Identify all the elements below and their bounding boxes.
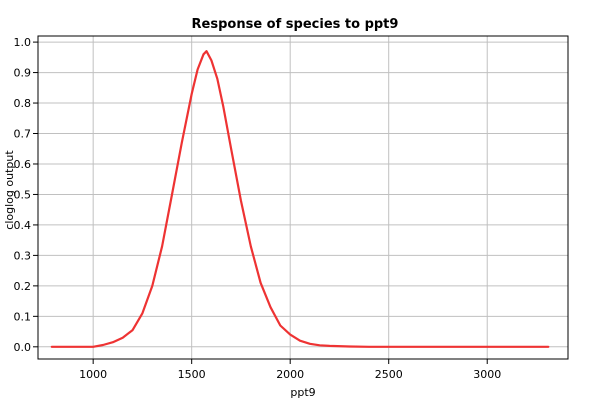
y-tick-label: 0.0 xyxy=(14,341,32,354)
x-tick-label: 1500 xyxy=(178,368,206,381)
x-tick-label: 2500 xyxy=(375,368,403,381)
plot-frame xyxy=(37,35,569,360)
chart-title: Response of species to ppt9 xyxy=(192,17,399,32)
y-tick-label: 0.8 xyxy=(14,97,32,110)
y-axis-ticks: 0.0 0.1 0.2 0.3 0.4 0.5 0.6 0.7 0.8 0.9 1.0 xyxy=(14,36,38,354)
y-tick-label: 0.1 xyxy=(14,310,32,323)
y-tick-label: 0.9 xyxy=(14,67,32,80)
series-layer xyxy=(50,50,550,348)
y-tick-label: 0.7 xyxy=(14,128,32,141)
y-tick-label: 0.6 xyxy=(14,158,32,171)
y-tick-label: 0.4 xyxy=(14,219,32,232)
y-axis-label: cloglog output xyxy=(3,150,16,230)
y-tick-label: 0.2 xyxy=(14,280,32,293)
grid xyxy=(38,36,568,359)
x-axis-label: ppt9 xyxy=(290,386,315,399)
y-tick-label: 1.0 xyxy=(14,36,32,49)
response-curve xyxy=(50,50,550,348)
y-tick-label: 0.3 xyxy=(14,249,32,262)
x-axis-ticks: 1000 1500 2000 2500 3000 xyxy=(79,359,501,381)
x-tick-label: 1000 xyxy=(79,368,107,381)
x-tick-label: 2000 xyxy=(276,368,304,381)
y-tick-label: 0.5 xyxy=(14,188,32,201)
x-tick-label: 3000 xyxy=(473,368,501,381)
